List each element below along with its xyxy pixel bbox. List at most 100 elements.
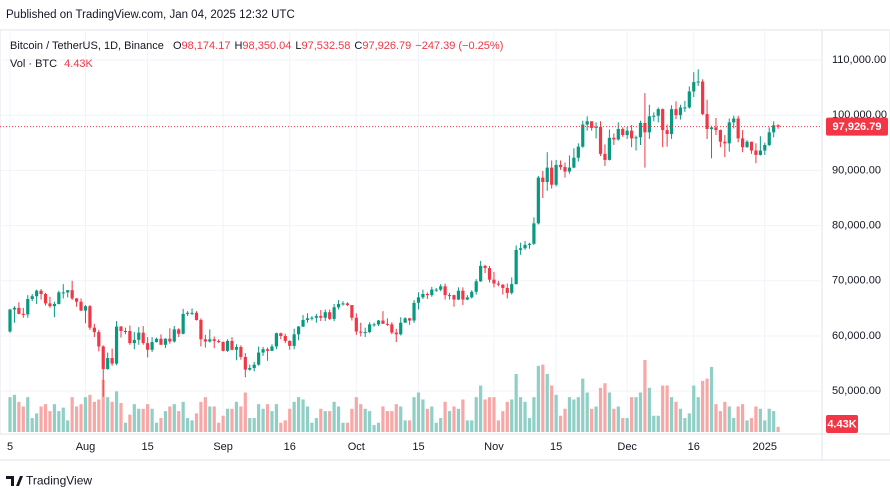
candle-body — [239, 347, 243, 357]
volume-bar — [265, 404, 270, 432]
volume-bar — [257, 404, 261, 432]
candle-body — [323, 312, 327, 318]
volume-bar — [527, 418, 532, 432]
candle-body — [248, 367, 252, 370]
candle-body — [39, 290, 43, 295]
candle-body — [772, 125, 776, 133]
candle-body — [257, 352, 261, 365]
volume-bar — [203, 397, 207, 432]
volume-bar — [208, 406, 212, 432]
volume-bar — [541, 364, 545, 432]
volume-bar — [159, 418, 163, 432]
volume-bar — [92, 401, 96, 432]
candle-body — [590, 121, 594, 128]
volume-bar — [154, 422, 159, 432]
candles — [8, 69, 780, 397]
volume-bar — [701, 380, 705, 432]
candle-body — [66, 290, 70, 293]
ohlc-key: O — [172, 40, 182, 52]
volume-bar — [274, 404, 278, 432]
volume-bar — [372, 425, 376, 432]
candle-body — [292, 334, 296, 346]
volume-bar — [79, 404, 83, 432]
volume-bar — [350, 408, 354, 432]
symbol: Bitcoin / TetherUS, 1D, Binance — [10, 40, 164, 52]
candle-body — [732, 118, 736, 123]
volume-bar — [106, 397, 110, 432]
volume-bar — [634, 397, 638, 432]
candle-body — [656, 109, 660, 116]
candle-body — [647, 116, 651, 133]
volume-bar — [621, 418, 625, 432]
candle-body — [154, 338, 159, 343]
candle-body — [554, 164, 558, 185]
volume-bar — [647, 387, 651, 432]
candle-body — [305, 318, 310, 320]
candle-body — [465, 297, 469, 300]
volume-bar — [408, 420, 412, 432]
volume-bar — [128, 414, 132, 432]
candle-body — [101, 346, 105, 370]
volume-bar — [88, 394, 92, 432]
candle-body — [687, 91, 691, 108]
y-tick-label: 50,000.00 — [832, 385, 881, 397]
volume-bar — [692, 385, 696, 432]
volume-bar — [776, 426, 780, 432]
volume-bar — [368, 411, 372, 432]
candle-body — [412, 302, 416, 321]
volume-bar — [336, 406, 341, 432]
candle-body — [563, 167, 567, 172]
candle-body — [43, 294, 48, 304]
volume-bar — [505, 401, 509, 432]
volume-bar — [323, 411, 327, 432]
volume-bar — [403, 420, 407, 432]
candle-body — [345, 303, 350, 306]
price-tag — [826, 117, 888, 136]
candle-body — [763, 145, 767, 151]
candle-body — [97, 332, 101, 347]
volume-bar — [217, 422, 221, 432]
volume-bar — [332, 401, 336, 432]
candle-body — [288, 340, 292, 346]
candle-body — [638, 122, 643, 138]
volume-bar — [496, 420, 500, 432]
candle-body — [354, 317, 358, 332]
volume-bar — [483, 399, 487, 432]
candle-body — [225, 340, 230, 351]
volume-bar — [328, 411, 332, 432]
candle-body — [474, 281, 478, 292]
grid — [0, 30, 822, 434]
candle-body — [190, 312, 194, 314]
legend: Bitcoin / TetherUS, 1D, Binance O98,174.… — [10, 40, 503, 52]
candle-body — [758, 150, 762, 155]
candle-body — [261, 349, 265, 353]
volume-bar — [510, 399, 514, 432]
volume-bar — [270, 411, 274, 432]
axes: 50,000.00 60,000.00 70,000.00 80,000.00 90,0… — [0, 54, 888, 453]
x-tick-label: 15 — [142, 441, 154, 453]
volume-bar — [168, 406, 172, 432]
volume-bar — [470, 420, 474, 432]
candle-body — [727, 122, 731, 144]
volume-bar — [603, 383, 607, 432]
volume-bar — [385, 411, 389, 432]
x-tick-label: 15 — [550, 441, 562, 453]
volume-bar — [359, 404, 363, 432]
volume-bar — [492, 397, 496, 432]
volume-bars — [8, 360, 780, 432]
change: −247.39 (−0.25%) — [415, 40, 504, 52]
volume-bar — [545, 373, 549, 432]
x-tick-label: Dec — [617, 441, 637, 453]
volume-bar — [487, 397, 492, 432]
volume-bar — [146, 404, 150, 432]
candle-body — [523, 244, 527, 249]
candle-body — [208, 339, 212, 342]
candle-body — [194, 312, 199, 320]
candle-body — [203, 339, 207, 342]
volume-bar — [581, 378, 585, 432]
candle-body — [341, 303, 345, 305]
candle-body — [332, 307, 336, 319]
volume-bar — [479, 385, 483, 432]
volume-bar — [234, 401, 239, 432]
